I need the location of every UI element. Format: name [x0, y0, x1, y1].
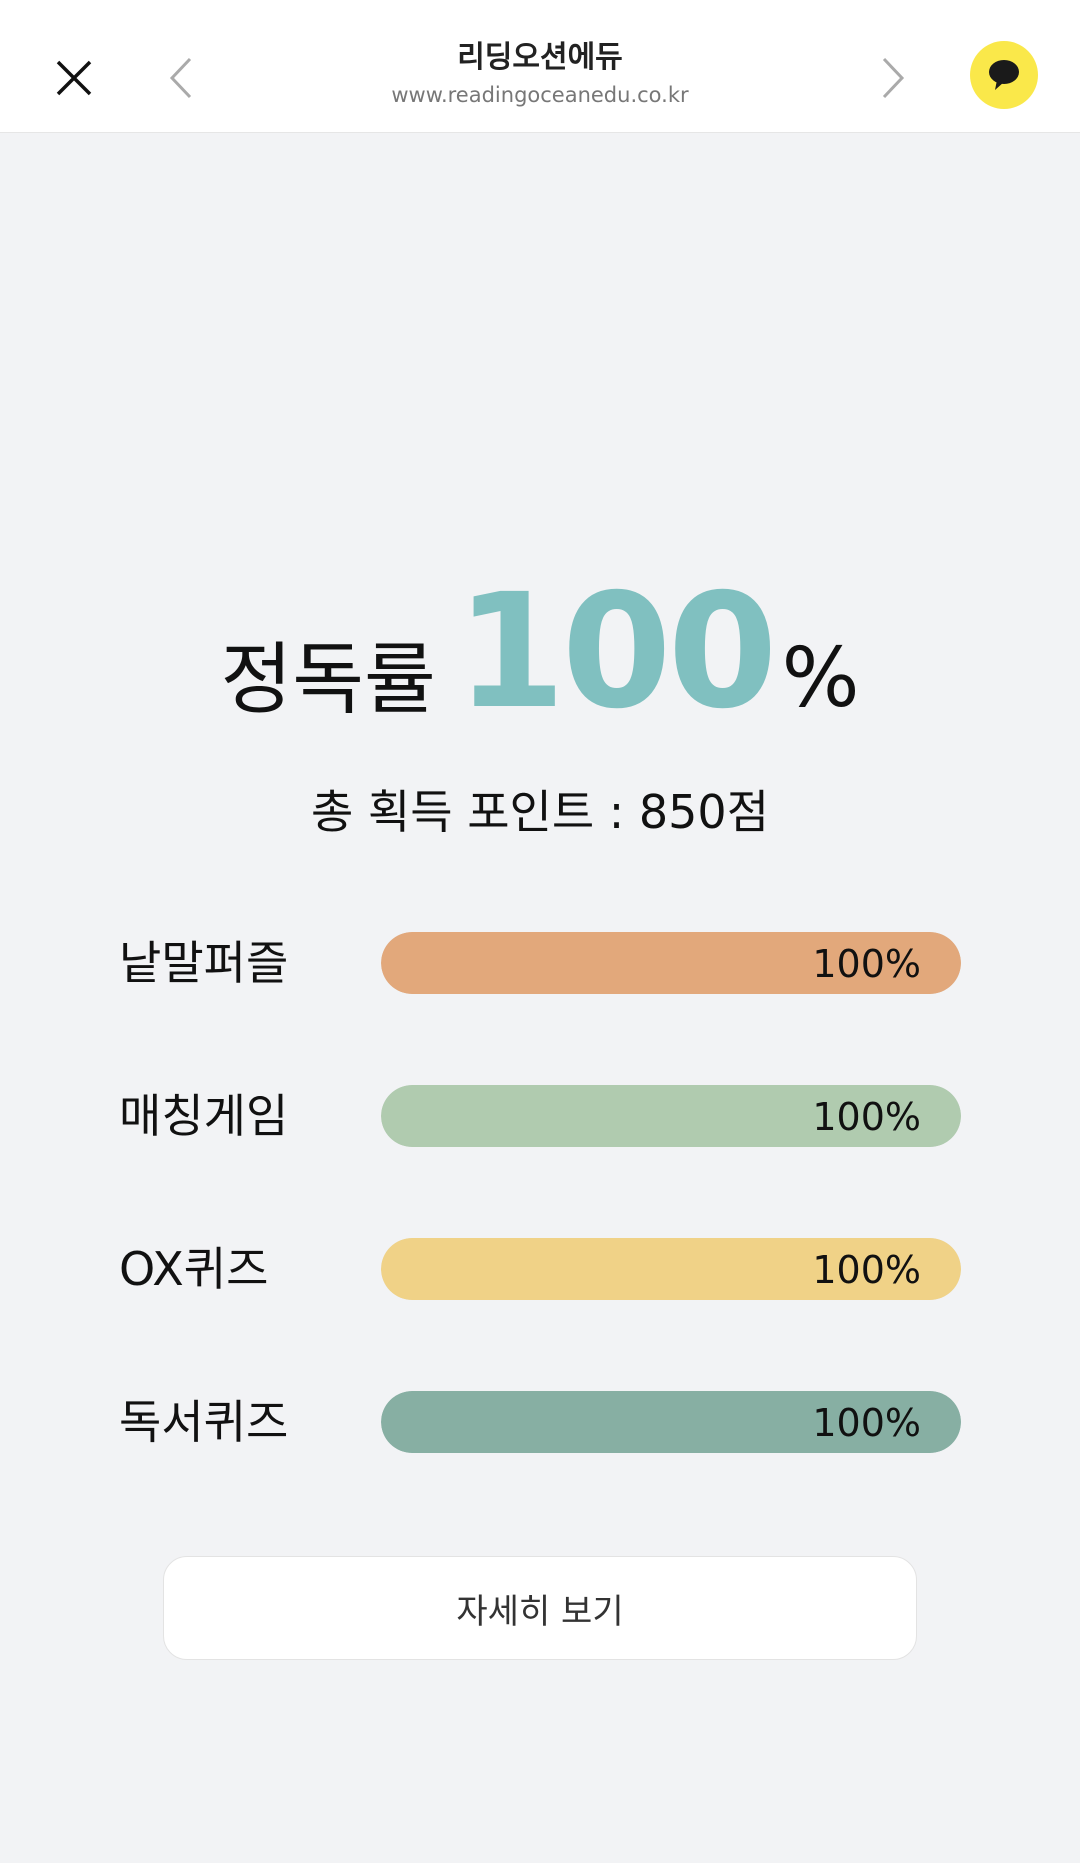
reading-rate: 정독률 100% — [0, 560, 1080, 744]
progress-bar: 100% — [381, 932, 961, 994]
category-row: 매칭게임 100% — [119, 1085, 961, 1147]
category-row: 낱말퍼즐 100% — [119, 932, 961, 994]
kakao-chat-button[interactable] — [970, 41, 1038, 109]
close-icon — [56, 60, 92, 95]
total-points: 총 획득 포인트 : 850점 — [310, 785, 770, 839]
category-row: 독서퀴즈 100% — [119, 1391, 961, 1453]
site-title: 리딩오션에듀 — [457, 40, 623, 75]
progress-value: 100% — [812, 1248, 921, 1292]
back-button[interactable] — [160, 50, 202, 105]
kakao-chat-icon — [989, 60, 1019, 90]
reading-rate-label: 정독률 — [220, 635, 436, 725]
site-url: www.readingoceanedu.co.kr — [391, 83, 689, 107]
category-name: 낱말퍼즐 — [119, 936, 289, 990]
progress-value: 100% — [812, 1095, 921, 1139]
progress-bar: 100% — [381, 1238, 961, 1300]
progress-bar: 100% — [381, 1085, 961, 1147]
progress-value: 100% — [812, 1401, 921, 1445]
close-button[interactable] — [44, 50, 104, 105]
chevron-right-icon — [882, 57, 905, 98]
progress-fill — [381, 1391, 961, 1453]
reading-rate-unit: % — [781, 631, 860, 726]
progress-value: 100% — [812, 942, 921, 986]
category-name: 독서퀴즈 — [119, 1395, 289, 1449]
view-details-button[interactable]: 자세히 보기 — [163, 1556, 917, 1660]
reading-rate-value: 100 — [455, 560, 778, 744]
category-name: 매칭게임 — [119, 1089, 289, 1143]
forward-button[interactable] — [872, 50, 914, 105]
category-name: OX퀴즈 — [119, 1242, 269, 1296]
progress-fill — [381, 1085, 961, 1147]
progress-fill — [381, 1238, 961, 1300]
category-row: OX퀴즈 100% — [119, 1238, 961, 1300]
progress-fill — [381, 932, 961, 994]
top-bar: 리딩오션에듀 www.readingoceanedu.co.kr — [0, 0, 1080, 133]
progress-bar: 100% — [381, 1391, 961, 1453]
chevron-left-icon — [169, 57, 192, 98]
